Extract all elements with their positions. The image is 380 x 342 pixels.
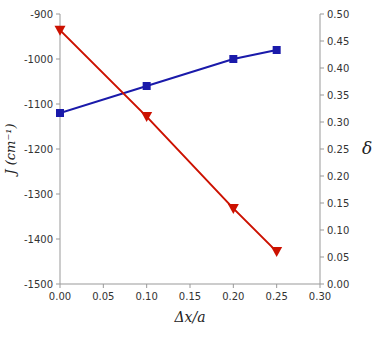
y2-tick — [320, 122, 324, 123]
y2-tick — [320, 176, 324, 177]
x-tick-label: 0.00 — [49, 291, 71, 302]
y-tick — [56, 104, 60, 105]
series-line — [60, 50, 277, 113]
y-tick-label: -1400 — [24, 234, 53, 245]
series-marker — [271, 247, 282, 257]
x-tick — [190, 284, 191, 288]
y2-tick-label: 0.30 — [327, 117, 349, 128]
x-tick — [103, 284, 104, 288]
y2-tick-label: 0.25 — [327, 144, 349, 155]
y2-tick-label: 0.15 — [327, 198, 349, 209]
x-tick — [60, 284, 61, 288]
y-tick — [56, 284, 60, 285]
x-tick — [233, 284, 234, 288]
y-tick-label: -1300 — [24, 189, 53, 200]
series-marker — [228, 204, 239, 214]
x-tick — [146, 284, 147, 288]
series-marker — [229, 55, 237, 63]
x-tick — [320, 284, 321, 288]
y-tick-label: -900 — [30, 9, 53, 20]
series-marker — [273, 46, 281, 54]
y2-axis-label: δ — [362, 138, 372, 158]
y-tick — [56, 59, 60, 60]
y2-tick-label: 0.00 — [327, 279, 349, 290]
y2-tick — [320, 41, 324, 42]
y-tick — [56, 194, 60, 195]
y-tick-label: -1200 — [24, 144, 53, 155]
y2-tick-label: 0.05 — [327, 252, 349, 263]
x-tick-label: 0.15 — [179, 291, 201, 302]
x-tick-label: 0.10 — [136, 291, 158, 302]
y2-tick — [320, 149, 324, 150]
series-marker — [141, 112, 152, 122]
x-tick-label: 0.25 — [266, 291, 288, 302]
y-tick-label: -1100 — [24, 99, 53, 110]
x-tick-label: 0.30 — [309, 291, 331, 302]
y-tick-label: -1500 — [24, 279, 53, 290]
lines — [60, 30, 277, 251]
x-tick-label: 0.05 — [92, 291, 114, 302]
y2-tick-label: 0.10 — [327, 225, 349, 236]
y2-tick — [320, 95, 324, 96]
y2-tick — [320, 284, 324, 285]
series-line — [60, 30, 277, 251]
y-axis-label: J (cm⁻¹) — [3, 123, 18, 177]
chart: 0.00 0.05 0.10 0.15 0.20 0.25 0.30 -1500 -1400 -1… — [0, 0, 380, 342]
series-marker — [55, 26, 66, 36]
x-tick-label: 0.20 — [222, 291, 244, 302]
y2-tick — [320, 257, 324, 258]
x-tick — [276, 284, 277, 288]
y2-tick-label: 0.45 — [327, 36, 349, 47]
y-tick-label: -1000 — [24, 54, 53, 65]
y2-tick-label: 0.35 — [327, 90, 349, 101]
y-tick — [56, 14, 60, 15]
y2-tick — [320, 14, 324, 15]
series-marker — [56, 109, 64, 117]
y2-tick — [320, 68, 324, 69]
y2-tick-label: 0.40 — [327, 63, 349, 74]
y2-tick — [320, 230, 324, 231]
y-tick — [56, 149, 60, 150]
y2-tick-label: 0.50 — [327, 9, 349, 20]
y-tick — [56, 239, 60, 240]
y2-tick-label: 0.20 — [327, 171, 349, 182]
y2-tick — [320, 203, 324, 204]
series-marker — [143, 82, 151, 90]
markers — [55, 26, 283, 257]
x-axis-label: Δx/a — [173, 309, 205, 325]
